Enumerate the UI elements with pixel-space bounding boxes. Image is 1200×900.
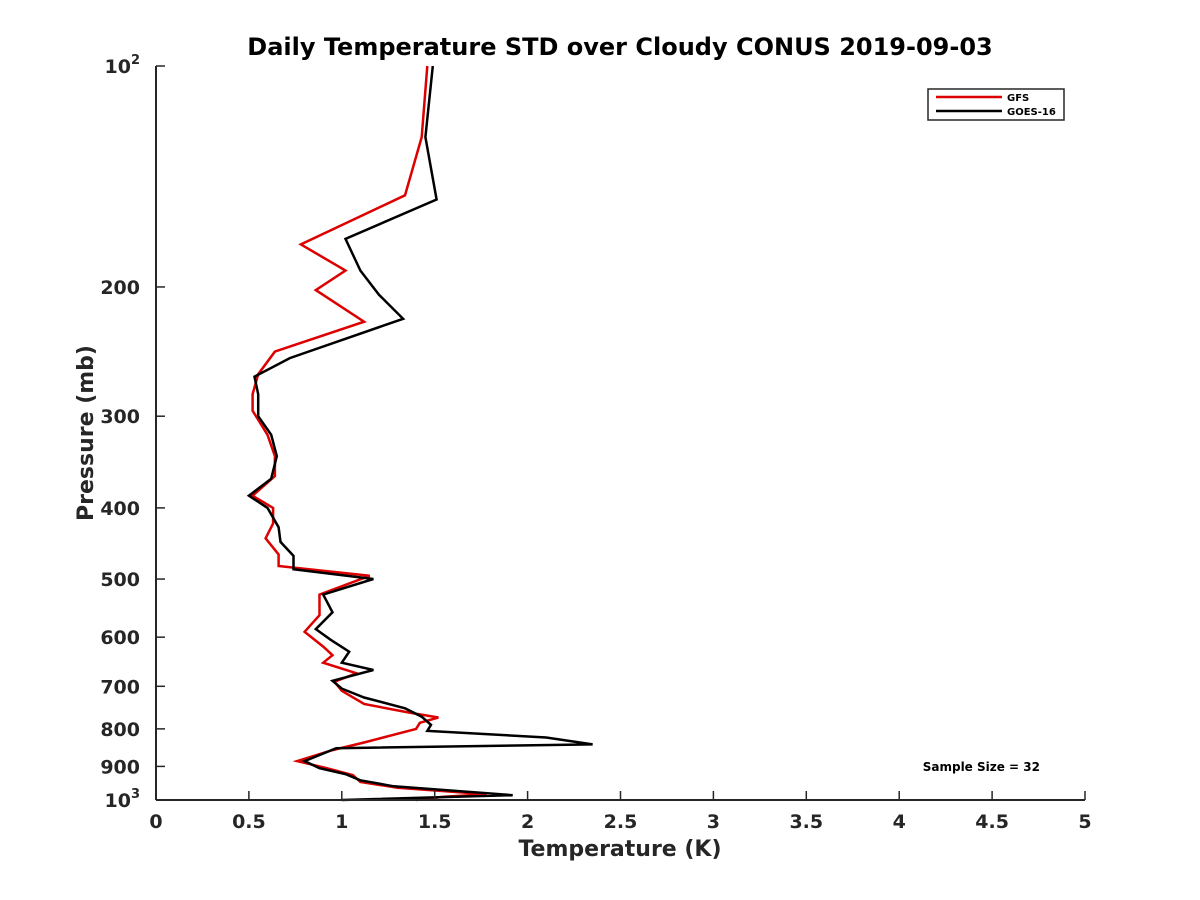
- legend-box: [927, 88, 1065, 121]
- x-tick-label: 0: [149, 811, 162, 833]
- y-tick-label: 600: [100, 627, 140, 649]
- y-axis-label: Pressure (mb): [74, 345, 99, 521]
- y-tick-label: 900: [100, 756, 140, 778]
- x-tick-label: 5: [1078, 811, 1091, 833]
- y-tick-label: 103: [105, 787, 141, 812]
- legend-label-gfs: GFS: [1007, 93, 1029, 104]
- x-tick-label: 0.5: [232, 811, 266, 833]
- series-line-gfs: [250, 65, 487, 802]
- y-tick-label: 700: [100, 676, 140, 698]
- series-line-goes16: [246, 65, 593, 802]
- chart-title: Daily Temperature STD over Cloudy CONUS …: [247, 33, 992, 61]
- ticks: 0 0.5 1 1.5 2 2.5 3 3.5 4 4.5 5 102 200 300 400 500 600 7…: [100, 53, 1091, 833]
- y-tick-label: 200: [100, 277, 140, 299]
- x-tick-label: 3.5: [789, 811, 823, 833]
- x-axis-label: Temperature (K): [518, 837, 721, 862]
- y-tick-label: 102: [105, 53, 141, 78]
- x-tick-label: 1.5: [418, 811, 452, 833]
- x-tick-label: 4: [893, 811, 906, 833]
- x-tick-label: 1: [335, 811, 348, 833]
- legend: GFS GOES-16: [927, 88, 1065, 121]
- x-tick-label: 4.5: [975, 811, 1009, 833]
- y-tick-label: 500: [100, 569, 140, 591]
- legend-label-goes16: GOES-16: [1007, 107, 1056, 118]
- y-tick-label: 300: [100, 406, 140, 428]
- x-tick-label: 3: [707, 811, 720, 833]
- y-tick-label: 800: [100, 719, 140, 741]
- y-tick-label: 400: [100, 498, 140, 520]
- sample-size-annotation: Sample Size = 32: [923, 760, 1040, 774]
- series-layer: [246, 65, 593, 802]
- axes: [155, 66, 1085, 801]
- x-tick-label: 2.5: [604, 811, 638, 833]
- x-tick-label: 2: [521, 811, 534, 833]
